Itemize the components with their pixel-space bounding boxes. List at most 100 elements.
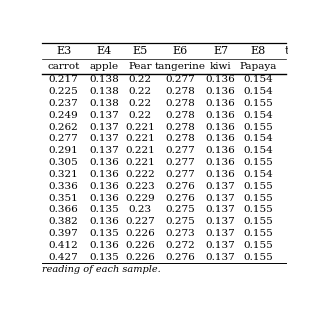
Text: 0.278: 0.278 xyxy=(165,134,195,143)
Text: 0.275: 0.275 xyxy=(165,205,195,214)
Text: 0.155: 0.155 xyxy=(243,182,273,191)
Text: 0.136: 0.136 xyxy=(206,123,236,132)
Text: 0.155: 0.155 xyxy=(243,217,273,226)
Text: 0.136: 0.136 xyxy=(206,170,236,179)
Text: 0.226: 0.226 xyxy=(125,253,155,262)
Text: 0.155: 0.155 xyxy=(243,194,273,203)
Text: E5: E5 xyxy=(133,46,148,56)
Text: 0.22: 0.22 xyxy=(129,111,152,120)
Text: 0.136: 0.136 xyxy=(89,182,119,191)
Text: 0.22: 0.22 xyxy=(129,99,152,108)
Text: E7: E7 xyxy=(213,46,228,56)
Text: 0.138: 0.138 xyxy=(89,75,119,84)
Text: 0.276: 0.276 xyxy=(165,253,195,262)
Text: E3: E3 xyxy=(56,46,71,56)
Text: 0.321: 0.321 xyxy=(49,170,79,179)
Text: 0.226: 0.226 xyxy=(125,241,155,250)
Text: 0.223: 0.223 xyxy=(125,182,155,191)
Text: 0.155: 0.155 xyxy=(243,253,273,262)
Text: 0.227: 0.227 xyxy=(125,217,155,226)
Text: 0.291: 0.291 xyxy=(49,146,79,155)
Text: 0.221: 0.221 xyxy=(125,123,155,132)
Text: 0.136: 0.136 xyxy=(206,134,236,143)
Text: 0.277: 0.277 xyxy=(49,134,79,143)
Text: 0.277: 0.277 xyxy=(165,75,195,84)
Text: 0.273: 0.273 xyxy=(165,229,195,238)
Text: 0.262: 0.262 xyxy=(49,123,79,132)
Text: 0.155: 0.155 xyxy=(243,158,273,167)
Text: 0.278: 0.278 xyxy=(165,111,195,120)
Text: 0.22: 0.22 xyxy=(129,87,152,96)
Text: 0.137: 0.137 xyxy=(206,205,236,214)
Text: apple: apple xyxy=(89,62,118,71)
Text: 0.276: 0.276 xyxy=(165,182,195,191)
Text: 0.305: 0.305 xyxy=(49,158,79,167)
Text: 0.155: 0.155 xyxy=(243,205,273,214)
Text: 0.136: 0.136 xyxy=(206,111,236,120)
Text: 0.137: 0.137 xyxy=(206,241,236,250)
Text: 0.155: 0.155 xyxy=(243,229,273,238)
Text: 0.427: 0.427 xyxy=(49,253,79,262)
Text: 0.275: 0.275 xyxy=(165,217,195,226)
Text: 0.154: 0.154 xyxy=(243,87,273,96)
Text: Pear: Pear xyxy=(129,62,152,71)
Text: 0.136: 0.136 xyxy=(206,87,236,96)
Text: 0.136: 0.136 xyxy=(89,158,119,167)
Text: 0.137: 0.137 xyxy=(206,229,236,238)
Text: carrot: carrot xyxy=(48,62,80,71)
Text: 0.278: 0.278 xyxy=(165,99,195,108)
Text: 0.135: 0.135 xyxy=(89,253,119,262)
Text: 0.22: 0.22 xyxy=(129,75,152,84)
Text: 0.154: 0.154 xyxy=(243,146,273,155)
Text: 0.136: 0.136 xyxy=(89,217,119,226)
Text: 0.137: 0.137 xyxy=(206,182,236,191)
Text: 0.136: 0.136 xyxy=(206,75,236,84)
Text: 0.136: 0.136 xyxy=(206,99,236,108)
Text: 0.277: 0.277 xyxy=(165,146,195,155)
Text: 0.155: 0.155 xyxy=(243,99,273,108)
Text: 0.155: 0.155 xyxy=(243,241,273,250)
Text: tangerine: tangerine xyxy=(155,62,206,71)
Text: 0.154: 0.154 xyxy=(243,170,273,179)
Text: 0.226: 0.226 xyxy=(125,229,155,238)
Text: 0.272: 0.272 xyxy=(165,241,195,250)
Text: 0.277: 0.277 xyxy=(165,158,195,167)
Text: 0.136: 0.136 xyxy=(206,146,236,155)
Text: 0.412: 0.412 xyxy=(49,241,79,250)
Text: 0.237: 0.237 xyxy=(49,99,79,108)
Text: 0.137: 0.137 xyxy=(206,194,236,203)
Text: 0.217: 0.217 xyxy=(49,75,79,84)
Text: 0.154: 0.154 xyxy=(243,134,273,143)
Text: E8: E8 xyxy=(251,46,266,56)
Text: E6: E6 xyxy=(173,46,188,56)
Text: t: t xyxy=(284,46,289,56)
Text: 0.137: 0.137 xyxy=(206,217,236,226)
Text: 0.249: 0.249 xyxy=(49,111,79,120)
Text: 0.276: 0.276 xyxy=(165,194,195,203)
Text: 0.136: 0.136 xyxy=(89,194,119,203)
Text: 0.225: 0.225 xyxy=(49,87,79,96)
Text: E4: E4 xyxy=(96,46,111,56)
Text: 0.351: 0.351 xyxy=(49,194,79,203)
Text: 0.136: 0.136 xyxy=(206,158,236,167)
Text: 0.137: 0.137 xyxy=(89,146,119,155)
Text: 0.23: 0.23 xyxy=(129,205,152,214)
Text: 0.137: 0.137 xyxy=(89,134,119,143)
Text: 0.154: 0.154 xyxy=(243,75,273,84)
Text: Papaya: Papaya xyxy=(239,62,277,71)
Text: kiwi: kiwi xyxy=(210,62,231,71)
Text: 0.277: 0.277 xyxy=(165,170,195,179)
Text: 0.221: 0.221 xyxy=(125,146,155,155)
Text: 0.155: 0.155 xyxy=(243,123,273,132)
Text: 0.135: 0.135 xyxy=(89,205,119,214)
Text: 0.154: 0.154 xyxy=(243,111,273,120)
Text: 0.137: 0.137 xyxy=(89,111,119,120)
Text: 0.382: 0.382 xyxy=(49,217,79,226)
Text: 0.336: 0.336 xyxy=(49,182,79,191)
Text: 0.138: 0.138 xyxy=(89,87,119,96)
Text: 0.138: 0.138 xyxy=(89,99,119,108)
Text: 0.366: 0.366 xyxy=(49,205,79,214)
Text: 0.278: 0.278 xyxy=(165,123,195,132)
Text: 0.278: 0.278 xyxy=(165,87,195,96)
Text: 0.221: 0.221 xyxy=(125,134,155,143)
